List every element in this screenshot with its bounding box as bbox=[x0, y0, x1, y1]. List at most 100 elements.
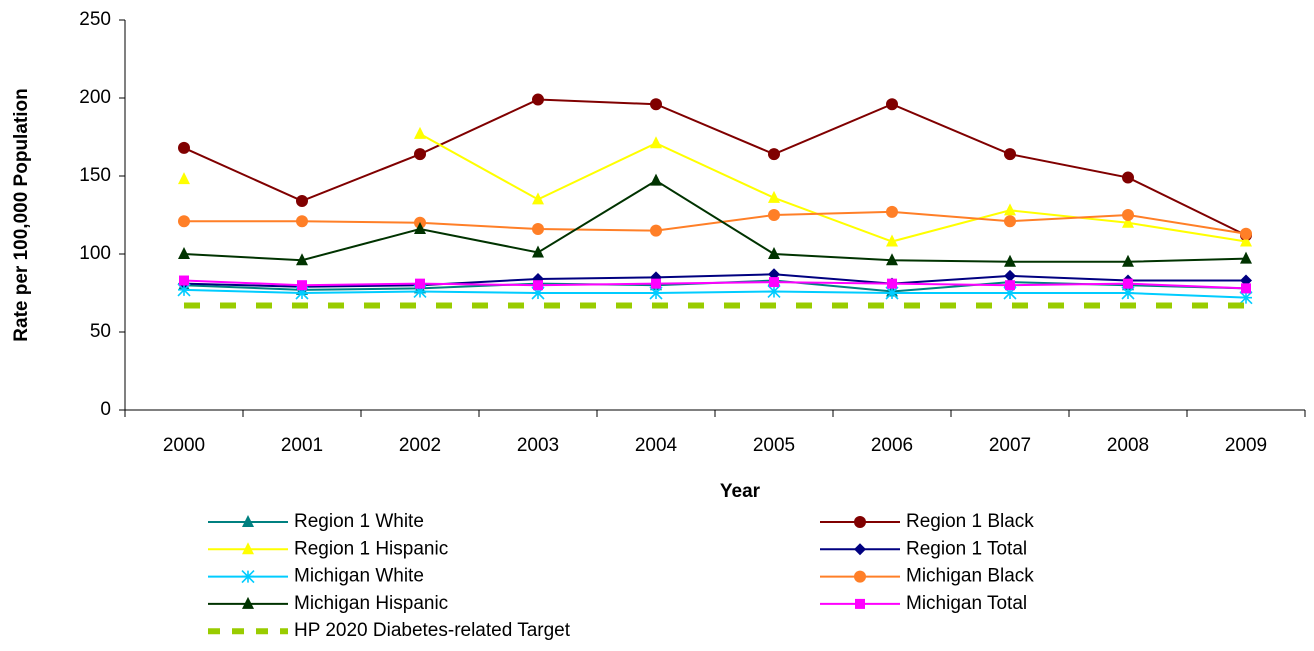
marker bbox=[651, 278, 661, 289]
marker bbox=[532, 93, 544, 106]
marker bbox=[178, 172, 190, 185]
marker bbox=[1122, 171, 1134, 184]
x-tick-label: 2003 bbox=[517, 435, 559, 456]
x-tick-label: 2001 bbox=[281, 435, 323, 456]
marker bbox=[650, 98, 662, 111]
y-tick-label: 50 bbox=[90, 321, 111, 342]
marker bbox=[1240, 251, 1252, 264]
line bbox=[184, 210, 1247, 235]
series bbox=[178, 173, 1252, 267]
marker bbox=[854, 543, 866, 556]
line bbox=[183, 179, 1247, 263]
series bbox=[178, 205, 1252, 240]
marker bbox=[1239, 291, 1253, 305]
legend-label: HP 2020 Diabetes-related Target bbox=[294, 620, 571, 641]
series bbox=[179, 275, 1251, 294]
marker bbox=[854, 570, 866, 583]
marker bbox=[296, 253, 308, 266]
marker bbox=[242, 596, 254, 609]
marker bbox=[1240, 227, 1252, 240]
marker bbox=[650, 224, 662, 237]
marker bbox=[768, 190, 780, 203]
series bbox=[178, 93, 1252, 242]
marker bbox=[1004, 254, 1016, 267]
legend-label: Region 1 Total bbox=[906, 538, 1027, 559]
x-tick-label: 2000 bbox=[163, 435, 205, 456]
marker bbox=[1121, 286, 1135, 300]
x-tick-label: 2007 bbox=[989, 435, 1031, 456]
marker bbox=[178, 141, 190, 154]
series bbox=[178, 126, 1252, 247]
legend-label: Region 1 Hispanic bbox=[294, 538, 448, 559]
legend-label: Region 1 Black bbox=[906, 511, 1034, 532]
legend-label: Region 1 White bbox=[294, 511, 424, 532]
marker bbox=[414, 126, 426, 139]
marker bbox=[532, 192, 544, 205]
x-tick-label: 2006 bbox=[871, 435, 913, 456]
marker bbox=[413, 284, 427, 299]
marker bbox=[886, 205, 898, 218]
y-axis-label: Rate per 100,000 Population bbox=[11, 88, 32, 341]
x-tick-label: 2009 bbox=[1225, 435, 1267, 456]
marker bbox=[414, 222, 426, 235]
marker bbox=[886, 253, 898, 266]
marker bbox=[650, 173, 662, 186]
x-tick-label: 2005 bbox=[753, 435, 795, 456]
marker bbox=[296, 215, 308, 228]
marker bbox=[1123, 278, 1133, 289]
marker bbox=[177, 283, 191, 297]
marker bbox=[1005, 280, 1015, 291]
y-tick-label: 150 bbox=[79, 165, 111, 186]
y-tick-label: 100 bbox=[79, 243, 111, 264]
marker bbox=[855, 598, 865, 609]
x-tick-label: 2002 bbox=[399, 435, 441, 456]
line bbox=[183, 288, 1247, 299]
marker bbox=[1004, 148, 1016, 161]
marker bbox=[1003, 286, 1017, 300]
marker bbox=[1241, 283, 1251, 294]
line bbox=[183, 279, 1247, 290]
x-axis-label: Year bbox=[720, 481, 761, 502]
marker bbox=[297, 280, 307, 291]
legend-label: Michigan White bbox=[294, 566, 424, 587]
marker bbox=[768, 247, 780, 259]
marker bbox=[532, 223, 544, 236]
marker bbox=[242, 515, 254, 527]
marker bbox=[1122, 215, 1134, 228]
marker bbox=[533, 280, 543, 291]
x-tick-label: 2008 bbox=[1107, 435, 1149, 456]
y-tick-label: 0 bbox=[100, 399, 111, 420]
marker bbox=[650, 136, 662, 149]
legend-label: Michigan Total bbox=[906, 593, 1027, 614]
marker bbox=[531, 286, 545, 300]
marker bbox=[886, 234, 898, 247]
line bbox=[419, 133, 1247, 243]
legend-label: Michigan Black bbox=[906, 566, 1034, 587]
marker bbox=[242, 542, 254, 555]
marker bbox=[295, 286, 309, 300]
marker bbox=[179, 275, 189, 286]
marker bbox=[887, 278, 897, 289]
marker bbox=[854, 516, 866, 528]
marker bbox=[1122, 254, 1134, 267]
marker bbox=[767, 284, 781, 299]
marker bbox=[1240, 234, 1252, 247]
x-tick-label: 2004 bbox=[635, 435, 678, 456]
marker bbox=[241, 570, 255, 584]
marker bbox=[532, 245, 544, 258]
line bbox=[183, 273, 1246, 288]
marker bbox=[769, 277, 779, 288]
marker bbox=[768, 148, 780, 161]
y-tick-label: 200 bbox=[79, 87, 111, 108]
marker bbox=[885, 286, 899, 300]
marker bbox=[649, 286, 663, 300]
series bbox=[177, 283, 1253, 305]
marker bbox=[768, 209, 780, 221]
marker bbox=[1122, 209, 1134, 221]
marker bbox=[886, 98, 898, 111]
marker bbox=[414, 148, 426, 161]
marker bbox=[296, 194, 308, 207]
line bbox=[183, 98, 1247, 237]
y-tick-label: 250 bbox=[79, 9, 111, 30]
marker bbox=[178, 247, 190, 259]
